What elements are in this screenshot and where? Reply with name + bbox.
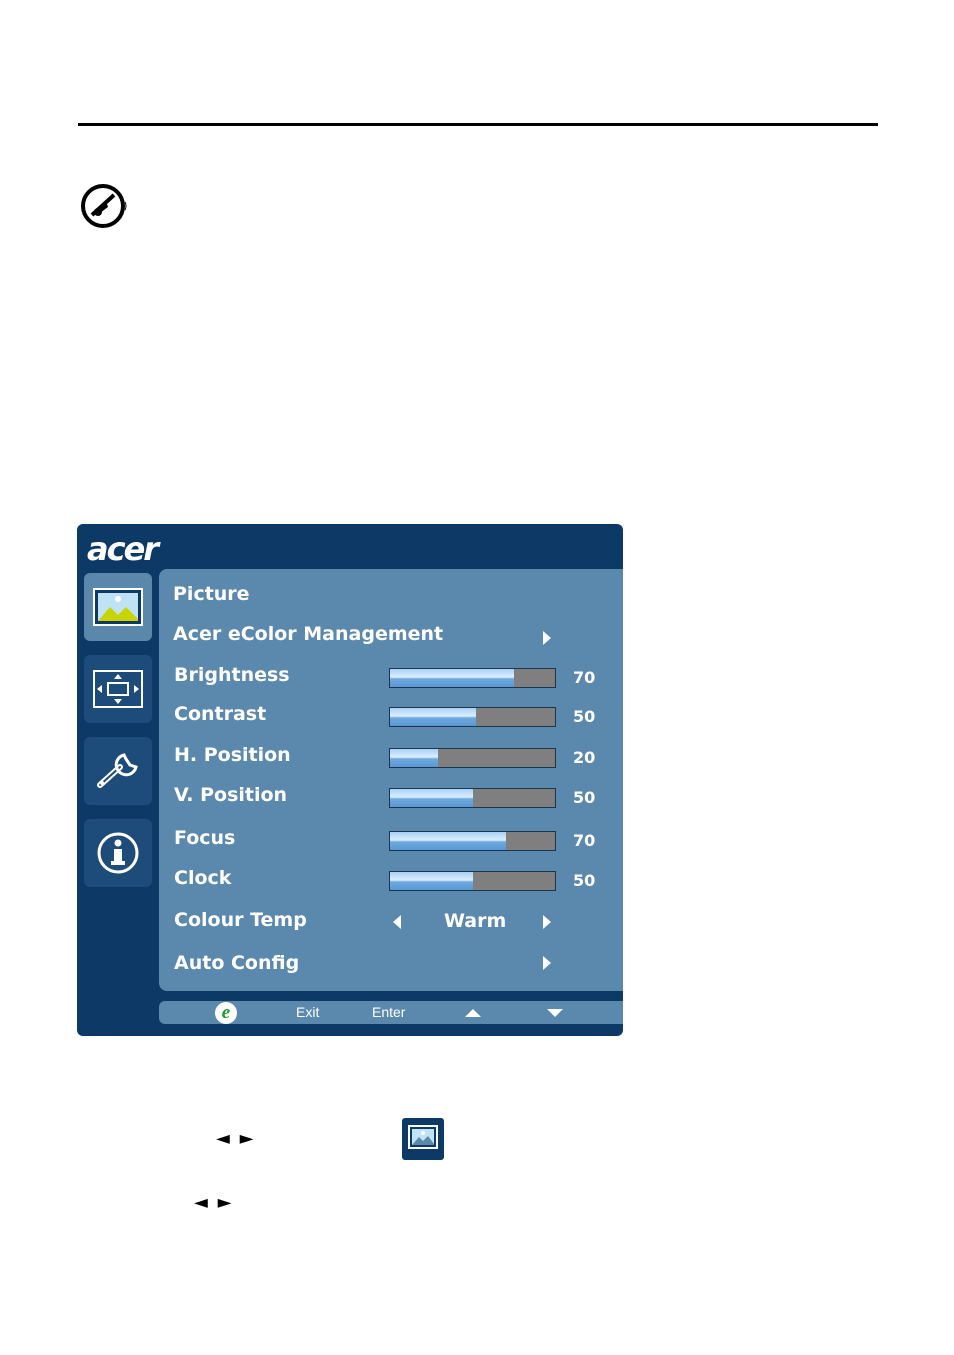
- slider-label[interactable]: Clock: [174, 867, 232, 889]
- slider-value: 50: [573, 871, 596, 890]
- note-icon: [81, 184, 127, 228]
- slider-label[interactable]: H. Position: [174, 744, 291, 766]
- slider-fill: [390, 708, 476, 726]
- down-arrow-icon[interactable]: [547, 1009, 563, 1017]
- picture-icon: [93, 588, 143, 626]
- slider-fill: [390, 749, 438, 767]
- up-arrow-icon[interactable]: [465, 1009, 481, 1017]
- slider-value: 20: [573, 748, 596, 767]
- slider-label[interactable]: Focus: [174, 827, 236, 849]
- display-position-icon: [93, 670, 143, 708]
- slider-bar[interactable]: [389, 871, 556, 891]
- info-icon: [97, 832, 139, 874]
- osd-menu: acer Picture Ac: [77, 524, 623, 1036]
- ecolor-management-item[interactable]: Acer eColor Management: [173, 623, 444, 645]
- slider-bar[interactable]: [389, 748, 556, 768]
- wrench-icon: [97, 753, 138, 788]
- sidebar-item-setup[interactable]: [84, 737, 152, 805]
- auto-config-item[interactable]: Auto Config: [174, 952, 300, 974]
- slider-label[interactable]: Contrast: [174, 703, 267, 725]
- sidebar-item-display[interactable]: [84, 655, 152, 723]
- colour-temp-value: Warm: [444, 910, 507, 932]
- colour-temp-left-arrow-icon[interactable]: [393, 915, 401, 929]
- exit-button[interactable]: Exit: [296, 1004, 320, 1020]
- slider-value: 50: [573, 788, 596, 807]
- slider-value: 50: [573, 707, 596, 726]
- panel-title: Picture: [173, 583, 250, 605]
- ecolor-arrow-icon: [543, 631, 551, 645]
- slider-bar[interactable]: [389, 668, 556, 688]
- header-rule: [78, 123, 878, 126]
- instruction-arrows-1: ◄ ►: [216, 1128, 256, 1149]
- svg-text:acer: acer: [87, 530, 161, 566]
- sidebar-item-picture[interactable]: [84, 573, 152, 641]
- sidebar-item-information[interactable]: [84, 819, 152, 887]
- auto-config-arrow-icon: [543, 956, 551, 970]
- e-key-icon[interactable]: e: [215, 1002, 237, 1024]
- slider-bar[interactable]: [389, 831, 556, 851]
- slider-bar[interactable]: [389, 707, 556, 727]
- enter-button[interactable]: Enter: [372, 1004, 406, 1020]
- slider-label[interactable]: V. Position: [174, 784, 288, 806]
- instruction-arrows-2: ◄ ►: [194, 1192, 234, 1213]
- picture-icon-inline: [402, 1118, 444, 1160]
- picture-icon: [408, 1125, 438, 1149]
- slider-value: 70: [573, 668, 596, 687]
- colour-temp-right-arrow-icon[interactable]: [543, 915, 551, 929]
- osd-button-bar: e Exit Enter: [159, 1001, 623, 1024]
- slider-fill: [390, 872, 473, 890]
- slider-value: 70: [573, 831, 596, 850]
- colour-temp-label[interactable]: Colour Temp: [174, 909, 307, 931]
- slider-fill: [390, 669, 514, 687]
- slider-fill: [390, 789, 473, 807]
- slider-bar[interactable]: [389, 788, 556, 808]
- acer-logo: acer: [87, 530, 163, 566]
- slider-fill: [390, 832, 506, 850]
- slider-label[interactable]: Brightness: [174, 664, 290, 686]
- picture-panel: Picture Acer eColor Management Brightnes…: [159, 569, 623, 991]
